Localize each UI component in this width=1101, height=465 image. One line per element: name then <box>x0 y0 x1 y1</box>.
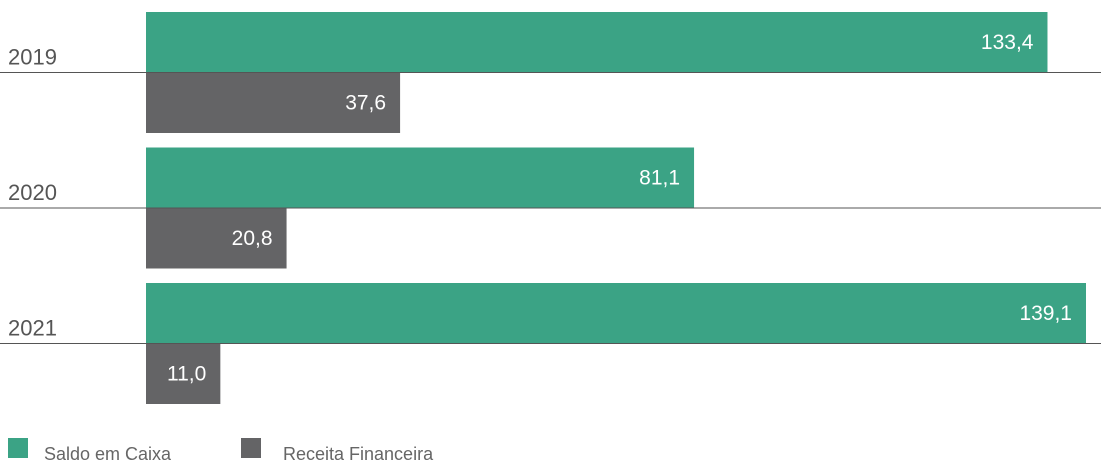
bar <box>146 147 695 208</box>
bar <box>146 72 401 133</box>
bar <box>146 283 1086 344</box>
category-label: 2021 <box>8 315 57 340</box>
value-label: 37,6 <box>345 91 386 114</box>
legend-label: Receita Financeira <box>283 444 434 464</box>
legend-swatch <box>241 438 261 458</box>
legend-label: Saldo em Caixa <box>44 444 172 464</box>
legend-swatch <box>8 438 28 458</box>
bar <box>146 343 221 404</box>
value-label: 139,1 <box>1019 302 1072 325</box>
value-label: 11,0 <box>167 362 206 385</box>
value-label: 81,1 <box>639 166 680 189</box>
bar <box>146 12 1048 73</box>
value-label: 133,4 <box>981 31 1034 54</box>
category-label: 2019 <box>8 44 57 69</box>
category-label: 2020 <box>8 180 57 205</box>
bar <box>146 208 287 269</box>
value-label: 20,8 <box>232 227 273 250</box>
